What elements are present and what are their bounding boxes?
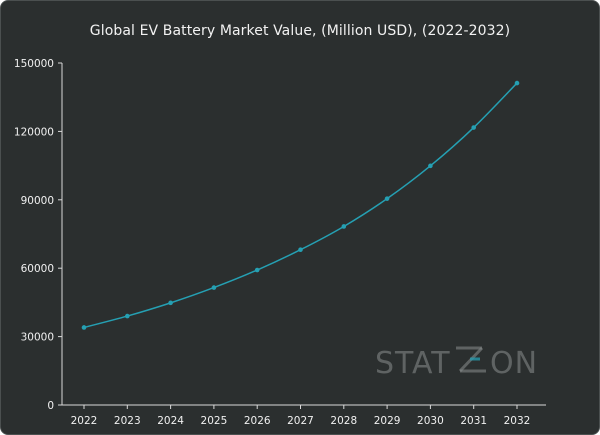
y-tick-label: 60000 — [21, 263, 54, 275]
x-tick-label: 2031 — [460, 415, 487, 427]
y-tick-label: 120000 — [14, 126, 54, 138]
data-point — [211, 285, 217, 290]
x-tick-label: 2025 — [201, 415, 228, 427]
y-axis-ticks: 0 30000 60000 90000 120000 150000 — [14, 58, 62, 412]
x-tick-label: 2028 — [330, 415, 357, 427]
watermark-left-text: STAT — [375, 346, 451, 381]
x-tick-label: 2030 — [417, 415, 444, 427]
chart-title: Global EV Battery Market Value, (Million… — [89, 23, 511, 39]
data-point — [384, 196, 390, 201]
watermark: STAT ON — [375, 346, 538, 381]
y-tick-label: 30000 — [21, 332, 54, 344]
x-tick-label: 2032 — [504, 415, 531, 427]
x-tick-label: 2023 — [114, 415, 141, 427]
watermark-right-text: ON — [490, 346, 538, 381]
x-axis-ticks: 2022 2023 2024 2025 2026 2027 2028 2029 2030 2031… — [71, 405, 531, 427]
x-tick-label: 2029 — [374, 415, 401, 427]
x-tick-label: 2024 — [157, 415, 184, 427]
data-points — [81, 80, 520, 330]
data-point — [341, 224, 347, 229]
data-point — [514, 80, 520, 86]
data-point — [254, 267, 260, 273]
data-point — [168, 300, 173, 306]
y-tick-label: 0 — [47, 400, 54, 412]
data-point — [471, 125, 477, 130]
x-tick-label: 2022 — [71, 415, 98, 427]
x-tick-label: 2026 — [244, 415, 271, 427]
data-point — [298, 247, 303, 253]
data-point — [125, 313, 130, 319]
data-point — [81, 325, 87, 330]
series-line — [83, 82, 518, 329]
x-tick-label: 2027 — [287, 415, 314, 427]
y-tick-label: 90000 — [21, 195, 54, 207]
data-point — [428, 163, 433, 169]
watermark-z-icon — [456, 346, 486, 373]
y-tick-label: 150000 — [14, 58, 54, 70]
